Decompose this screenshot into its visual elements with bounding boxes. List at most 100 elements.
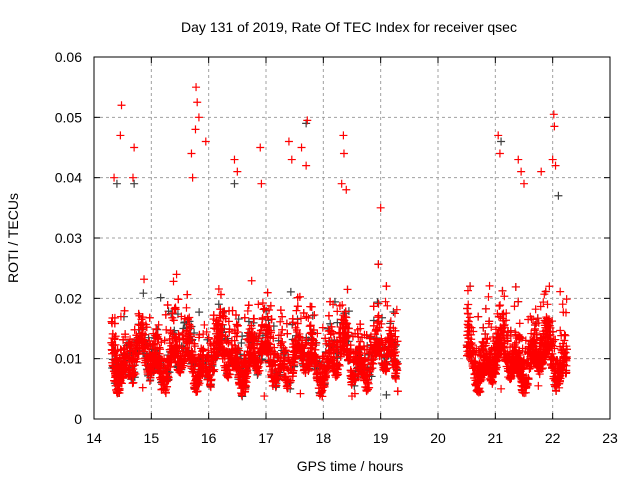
- data-point: [145, 364, 154, 373]
- data-point: [358, 333, 367, 342]
- data-point: [483, 355, 492, 364]
- data-point: [542, 314, 551, 323]
- data-point: [354, 348, 363, 357]
- data-point: [466, 282, 475, 291]
- data-point: [141, 343, 150, 352]
- data-point: [321, 334, 330, 343]
- data-point: [375, 323, 384, 332]
- data-point: [130, 143, 139, 152]
- data-point: [341, 322, 350, 331]
- series-1: [107, 83, 571, 401]
- data-point: [306, 350, 315, 359]
- data-point: [283, 329, 292, 338]
- x-tick-label: 22: [545, 430, 561, 446]
- data-point: [230, 155, 239, 164]
- data-point: [371, 342, 380, 351]
- data-point: [214, 285, 223, 294]
- data-point: [181, 343, 190, 352]
- data-point: [274, 364, 283, 373]
- data-point: [160, 336, 169, 345]
- data-point: [112, 179, 121, 188]
- data-point: [339, 311, 348, 320]
- data-point: [193, 387, 202, 396]
- data-point: [517, 373, 526, 382]
- data-point: [228, 306, 237, 315]
- data-point: [184, 350, 193, 359]
- data-point: [279, 343, 288, 352]
- data-point: [107, 317, 116, 326]
- data-point: [145, 344, 154, 353]
- data-point: [324, 311, 333, 320]
- data-point: [213, 333, 222, 342]
- data-point: [551, 161, 560, 170]
- data-point: [515, 365, 524, 374]
- data-point: [249, 335, 258, 344]
- data-point: [282, 319, 291, 328]
- data-point: [260, 392, 269, 401]
- data-point: [463, 304, 472, 313]
- data-point: [317, 360, 326, 369]
- data-point: [269, 377, 278, 386]
- data-point: [299, 356, 308, 365]
- data-point: [464, 300, 473, 309]
- data-point: [376, 203, 385, 212]
- data-point: [197, 367, 206, 376]
- data-point: [269, 334, 278, 343]
- data-point: [232, 365, 241, 374]
- data-point: [337, 179, 346, 188]
- data-point: [545, 331, 554, 340]
- data-point: [114, 384, 123, 393]
- data-point: [314, 384, 323, 393]
- data-point: [318, 392, 327, 401]
- data-point: [546, 342, 555, 351]
- data-point: [489, 343, 498, 352]
- data-point: [518, 386, 527, 395]
- data-point: [350, 389, 359, 398]
- data-point: [164, 375, 173, 384]
- data-point: [528, 354, 537, 363]
- data-point: [481, 304, 490, 313]
- data-point: [510, 341, 519, 350]
- data-point: [390, 309, 399, 318]
- data-point: [522, 379, 531, 388]
- data-point: [204, 353, 213, 362]
- data-point: [209, 351, 218, 360]
- data-point: [145, 313, 154, 322]
- data-point: [537, 334, 546, 343]
- data-point: [149, 329, 158, 338]
- data-point: [392, 360, 401, 369]
- data-point: [369, 302, 378, 311]
- data-point: [293, 302, 302, 311]
- data-point: [254, 300, 263, 309]
- data-point: [115, 353, 124, 362]
- data-point: [366, 365, 375, 374]
- data-point: [183, 290, 192, 299]
- data-point: [234, 344, 243, 353]
- data-point: [375, 338, 384, 347]
- x-tick-label: 18: [316, 430, 332, 446]
- data-point: [215, 327, 224, 336]
- data-point: [319, 383, 328, 392]
- data-point: [342, 185, 351, 194]
- data-point: [134, 320, 143, 329]
- y-axis-ticks: 0 0.01 0.02 0.03 0.04 0.05 0.06: [55, 49, 610, 427]
- data-point: [153, 344, 162, 353]
- data-point: [233, 167, 242, 176]
- data-point: [554, 191, 563, 200]
- data-point: [110, 173, 119, 182]
- data-point: [274, 375, 283, 384]
- data-point: [284, 366, 293, 375]
- data-point: [330, 359, 339, 368]
- data-point: [302, 161, 311, 170]
- data-point: [549, 110, 558, 119]
- data-point: [244, 301, 253, 310]
- data-point: [481, 356, 490, 365]
- data-point: [257, 179, 266, 188]
- data-point: [478, 337, 487, 346]
- data-point: [249, 353, 258, 362]
- data-point: [533, 314, 542, 323]
- data-point: [206, 365, 215, 374]
- data-point: [306, 329, 315, 338]
- data-point: [505, 358, 514, 367]
- data-point: [485, 281, 494, 290]
